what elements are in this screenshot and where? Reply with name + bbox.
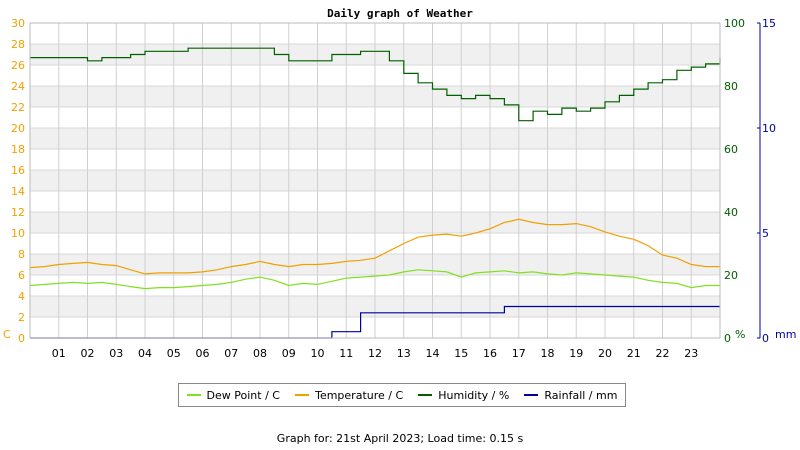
humidity-axis-tick-labels: 0 20 40 60 80 100 — [724, 17, 745, 345]
legend-entry-humidity: Humidity / % — [418, 389, 509, 402]
x-axis-tick-label: 09 — [282, 347, 296, 360]
x-axis-tick-label: 13 — [397, 347, 411, 360]
legend-swatch-temperature — [295, 394, 310, 396]
legend-entry-temperature: Temperature / C — [295, 389, 403, 402]
x-axis-tick-label: 16 — [483, 347, 497, 360]
left-axis-tick-label: 12 — [11, 206, 25, 219]
x-axis-tick-label: 01 — [52, 347, 66, 360]
left-axis-tick-label: 20 — [11, 122, 25, 135]
graph-footer: Graph for: 21st April 2023; Load time: 0… — [276, 432, 524, 445]
series-layer — [29, 47, 721, 339]
chart-legend: Dew Point / C Temperature / C Humidity /… — [178, 383, 626, 407]
x-axis-tick-label: 12 — [368, 347, 382, 360]
left-axis-tick-label: 0 — [18, 332, 25, 345]
humidity-axis-tick-label: 20 — [724, 269, 738, 282]
x-axis-tick-label: 18 — [541, 347, 555, 360]
legend-swatch-humidity — [418, 394, 433, 396]
legend-entry-dew-point: Dew Point / C — [186, 388, 280, 402]
x-axis-tick-label: 02 — [81, 347, 95, 360]
left-axis-tick-label: 26 — [11, 59, 25, 72]
left-axis-tick-label: 6 — [18, 269, 25, 282]
legend-label-rainfall: Rainfall / mm — [544, 388, 618, 402]
humidity-axis-tick-label: 80 — [724, 80, 738, 93]
legend-swatch-rainfall — [524, 394, 539, 396]
humidity-axis-tick-label: 100 — [724, 17, 745, 30]
x-axis-tick-label: 04 — [138, 347, 152, 360]
x-axis-tick-label: 20 — [598, 347, 612, 360]
rainfall-axis-tick-label: 0 — [762, 332, 769, 345]
humidity-axis-tick-label: 60 — [724, 143, 738, 156]
plot-gridlines — [30, 23, 720, 338]
legend-label-humidity: Humidity / % — [438, 388, 510, 402]
x-axis-tick-label: 08 — [253, 347, 267, 360]
legend-entry-rainfall: Rainfall / mm — [524, 389, 617, 402]
left-axis-tick-label: 4 — [18, 290, 25, 303]
x-axis-tick-label: 21 — [627, 347, 641, 360]
left-axis-unit: C — [3, 328, 11, 341]
left-axis-tick-label: 22 — [11, 101, 25, 114]
left-axis-tick-label: 18 — [11, 143, 25, 156]
series-line-humidity — [30, 47, 721, 122]
rainfall-axis-tick-label: 10 — [762, 122, 776, 135]
x-axis-tick-label: 07 — [224, 347, 238, 360]
x-axis-tick-label: 03 — [109, 347, 123, 360]
left-axis-tick-label: 14 — [11, 185, 25, 198]
humidity-axis-tick-label: 0 — [724, 332, 731, 345]
chart-title: Daily graph of Weather — [327, 7, 473, 20]
x-axis-tick-label: 15 — [454, 347, 468, 360]
legend-label-temperature: Temperature / C — [315, 388, 404, 402]
x-axis-tick-label: 17 — [512, 347, 526, 360]
x-axis-tick-label: 11 — [339, 347, 353, 360]
x-axis-tick-label: 14 — [426, 347, 440, 360]
x-axis-tick-label: 05 — [167, 347, 181, 360]
plot-frame — [29, 22, 721, 339]
x-axis-tick-labels: 01 02 03 04 05 06 07 08 09 10 11 12 13 14 15 16 17 18 19 20… — [52, 347, 699, 360]
series-line-temperature — [29, 218, 720, 275]
rainfall-axis-tick-labels: 0 5 10 15 — [757, 17, 776, 345]
x-axis-tick-label: 23 — [684, 347, 698, 360]
x-axis-tick-label: 19 — [569, 347, 583, 360]
left-axis-tick-label: 28 — [11, 38, 25, 51]
rainfall-axis-unit: mm — [775, 328, 796, 341]
x-axis-tick-label: 22 — [656, 347, 670, 360]
series-line-dew-point — [29, 269, 720, 290]
left-axis-tick-label: 2 — [18, 311, 25, 324]
left-axis-tick-label: 30 — [11, 17, 25, 30]
humidity-axis-tick-label: 40 — [724, 206, 738, 219]
x-axis-tick-label: 06 — [196, 347, 210, 360]
left-axis-tick-label: 8 — [18, 248, 25, 261]
legend-label-dew-point: Dew Point / C — [206, 388, 280, 402]
legend-swatch-dew-point — [186, 394, 201, 396]
left-axis-tick-label: 16 — [11, 164, 25, 177]
rainfall-axis-tick-label: 15 — [762, 17, 776, 30]
rainfall-axis-tick-label: 5 — [762, 227, 769, 240]
left-axis-tick-label: 10 — [11, 227, 25, 240]
x-axis-tick-label: 10 — [311, 347, 325, 360]
left-axis-tick-label: 24 — [11, 80, 25, 93]
humidity-axis-unit: % — [735, 328, 745, 341]
